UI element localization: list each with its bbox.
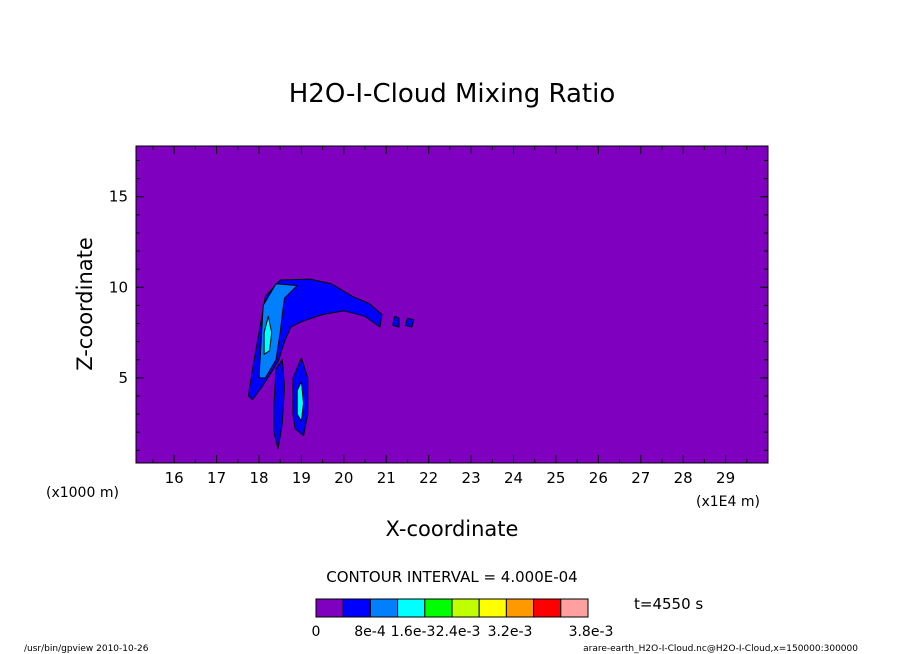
legend-swatch <box>342 598 371 618</box>
legend-swatch <box>505 598 535 618</box>
x-scale-label: (x1000 m) <box>46 485 119 501</box>
x-tick-label: 21 <box>377 469 396 487</box>
x-unit-label: (x1E4 m) <box>696 494 760 510</box>
contour-region-5 <box>296 381 304 422</box>
x-tick-label: 18 <box>249 469 268 487</box>
x-tick-label: 19 <box>292 469 311 487</box>
legend-label: 2.4e-3 <box>436 624 481 640</box>
x-tick-label: 25 <box>546 469 565 487</box>
contour-region-7 <box>404 317 415 328</box>
x-tick-label: 20 <box>334 469 353 487</box>
x-tick-label: 28 <box>674 469 693 487</box>
legend-swatch <box>533 598 562 618</box>
plot-area <box>135 145 769 464</box>
y-axis-title: Z-coordinate <box>73 237 97 371</box>
legend-label: 8e-4 <box>354 624 386 640</box>
x-axis-title: X-coordinate <box>386 517 519 541</box>
color-legend <box>315 598 589 618</box>
contour-interval-text: CONTOUR INTERVAL = 4.000E-04 <box>326 568 577 586</box>
chart-title: H2O-I-Cloud Mixing Ratio <box>289 79 616 109</box>
time-label: t=4550 s <box>634 595 703 613</box>
legend-label: 3.2e-3 <box>488 624 533 640</box>
x-tick-labels: 16 17 18 19 20 21 22 23 24 25 26 27 28 29 <box>165 469 736 487</box>
legend-label: 3.8e-3 <box>569 624 614 640</box>
plot-frame <box>135 145 769 464</box>
axis-ticks <box>136 146 769 463</box>
legend-swatch <box>478 598 507 618</box>
x-tick-label: 22 <box>419 469 438 487</box>
x-tick-label: 17 <box>207 469 226 487</box>
x-tick-label: 27 <box>631 469 650 487</box>
legend-swatch <box>451 598 480 618</box>
x-tick-label: 29 <box>716 469 735 487</box>
footer-right: arare-earth_H2O-I-Cloud.nc@H2O-I-Cloud,x… <box>583 644 858 654</box>
y-tick-label: 10 <box>109 278 128 296</box>
y-tick-label: 15 <box>109 188 128 206</box>
x-tick-label: 16 <box>165 469 184 487</box>
contour-regions <box>247 278 415 449</box>
plot-background <box>136 146 768 463</box>
legend-label: 0 <box>312 624 321 640</box>
x-tick-label: 24 <box>504 469 523 487</box>
contour-region-3 <box>273 359 285 449</box>
legend-swatch <box>424 598 453 618</box>
contour-region-2 <box>263 315 273 355</box>
footer-left: /usr/bin/gpview 2010-10-26 <box>24 644 149 654</box>
y-tick-labels: 5 10 15 <box>109 188 128 387</box>
legend-swatch <box>560 598 589 618</box>
legend-swatch <box>397 598 426 618</box>
legend-label: 1.6e-3 <box>391 624 436 640</box>
y-tick-label: 5 <box>118 369 128 387</box>
contour-region-1 <box>258 283 298 379</box>
x-tick-label: 26 <box>589 469 608 487</box>
contour-region-6 <box>392 315 400 328</box>
x-tick-label: 23 <box>462 469 481 487</box>
legend-swatch <box>369 598 399 618</box>
legend-swatch <box>315 598 344 618</box>
legend-labels: 0 8e-4 1.6e-3 2.4e-3 3.2e-3 3.8e-3 <box>312 624 614 640</box>
